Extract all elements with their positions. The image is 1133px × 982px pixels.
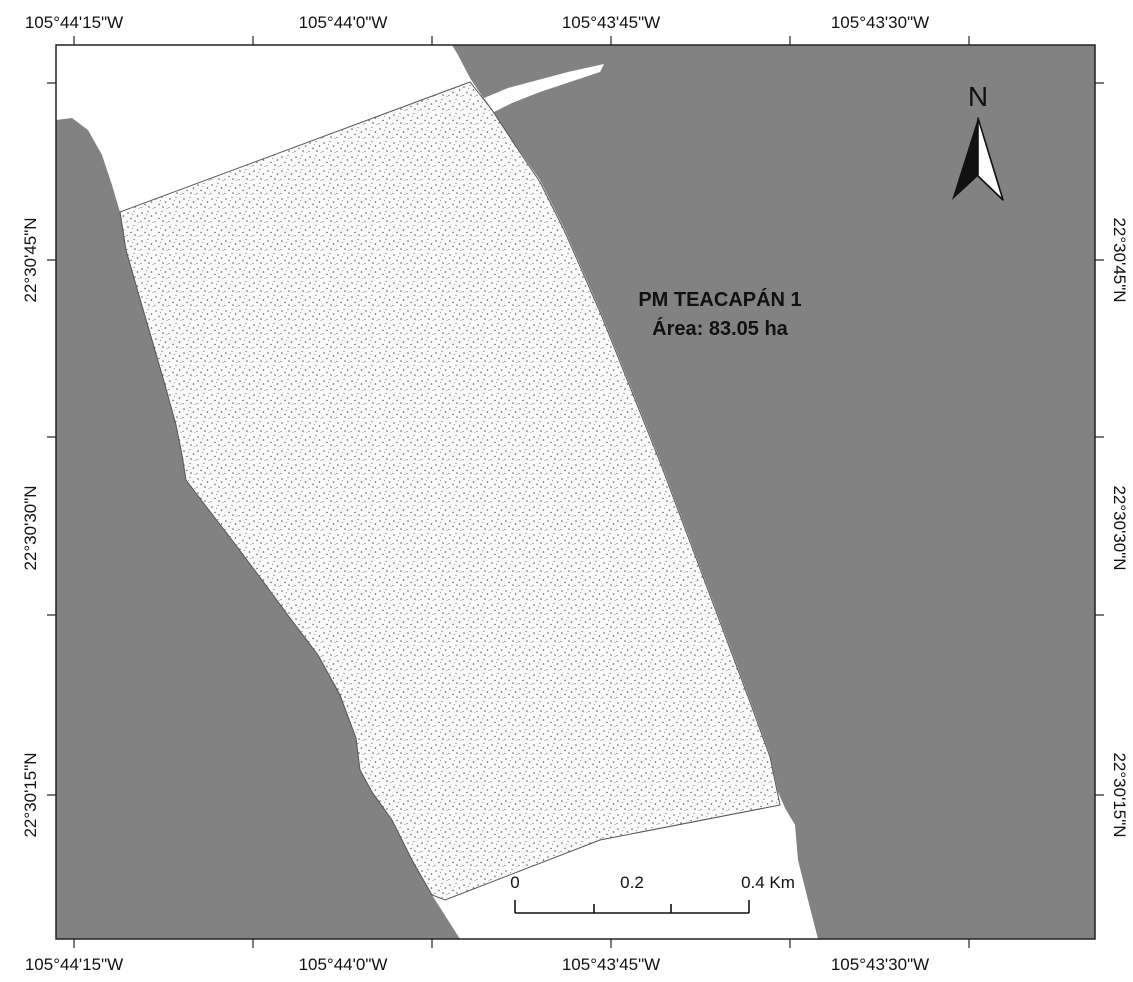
- map-area-label: Área: 83.05 ha: [652, 317, 789, 340]
- north-label: N: [968, 81, 988, 112]
- north-arrow-icon: N: [952, 81, 1004, 201]
- map-title: PM TEACAPÁN 1: [638, 288, 801, 311]
- land-west: [56, 118, 460, 939]
- land-east: [452, 45, 1095, 939]
- top-longitude-label: 105°43'30"W: [831, 13, 929, 32]
- left-latitude-label: 22°30'15"N: [21, 752, 40, 837]
- bottom-longitude-label: 105°43'45"W: [562, 955, 660, 974]
- top-longitude-label: 105°44'15"W: [25, 13, 123, 32]
- water-inlet: [484, 64, 604, 112]
- right-latitude-label: 22°30'45"N: [1110, 217, 1129, 302]
- top-longitude-label: 105°44'0"W: [299, 13, 388, 32]
- top-longitude-label: 105°43'45"W: [562, 13, 660, 32]
- map-frame: [55, 44, 1096, 940]
- left-latitude-label: 22°30'30"N: [21, 485, 40, 570]
- left-latitude-label: 22°30'45"N: [21, 217, 40, 302]
- bottom-longitude-label: 105°44'15"W: [25, 955, 123, 974]
- scale-label-zero: 0: [510, 873, 519, 892]
- latitude-ticks: [47, 82, 1104, 796]
- scale-bar: [514, 900, 750, 914]
- scale-label-end: 0.4 Km: [741, 873, 795, 892]
- study-area-polygon: [119, 81, 781, 901]
- bottom-longitude-label: 105°43'30"W: [831, 955, 929, 974]
- right-latitude-label: 22°30'30"N: [1110, 485, 1129, 570]
- right-latitude-label: 22°30'15"N: [1110, 752, 1129, 837]
- bottom-longitude-label: 105°44'0"W: [299, 955, 388, 974]
- scale-label-mid: 0.2: [620, 873, 644, 892]
- longitude-ticks: [73, 36, 970, 948]
